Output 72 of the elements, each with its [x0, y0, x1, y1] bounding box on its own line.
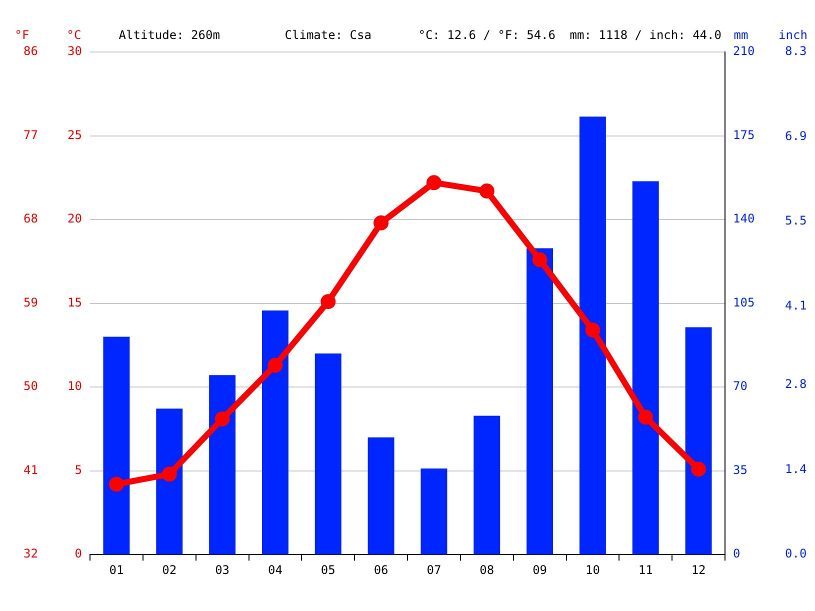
point — [479, 184, 494, 199]
y2-tick-label: 175 — [733, 128, 755, 142]
y2-tick-label: 35 — [733, 462, 748, 477]
bar — [685, 327, 712, 555]
x-tick-label: 12 — [691, 562, 706, 577]
x-tick-label: 08 — [480, 562, 494, 577]
text: °F — [14, 28, 30, 42]
x-tick-label: 06 — [374, 562, 388, 577]
y2-tick-label: 210 — [733, 44, 755, 58]
x-tick-label: 07 — [426, 562, 442, 577]
y3-tick-label: 4.1 — [785, 298, 807, 312]
text: Altitude: 260m — [118, 28, 220, 42]
y3-tick-label: 6.9 — [785, 128, 807, 143]
y3-tick-label: 1.4 — [785, 462, 807, 476]
bar — [262, 310, 288, 555]
point — [214, 411, 230, 426]
y-tick-label: 0 — [74, 546, 82, 561]
text: mm: 1118 / inch: 44.0 — [570, 28, 722, 42]
text: Climate: Csa — [284, 28, 372, 42]
text: 68 — [24, 212, 38, 226]
x-tick-label: 09 — [532, 562, 548, 577]
y2-tick-label: 140 — [733, 212, 755, 226]
point — [532, 252, 548, 268]
y2-tick-label: 70 — [733, 379, 748, 394]
bar — [579, 116, 606, 555]
point — [691, 462, 706, 477]
bar — [474, 416, 500, 555]
x-tick-label: 05 — [320, 562, 336, 577]
point — [108, 476, 124, 492]
y-tick-label: 10 — [68, 379, 82, 394]
text: 41 — [24, 462, 38, 477]
point — [268, 358, 283, 373]
text: 77 — [24, 128, 38, 142]
y-tick-label: 20 — [68, 212, 82, 226]
bar — [632, 181, 659, 555]
y-tick-label: 25 — [68, 128, 82, 142]
text: 32 — [24, 546, 38, 561]
x-tick-label: 11 — [638, 562, 653, 577]
text: 86 — [24, 44, 38, 58]
bar — [368, 437, 394, 555]
bar — [103, 336, 130, 555]
y-axis-title: °C — [66, 28, 82, 42]
point — [426, 175, 442, 190]
y-tick-label: 30 — [68, 44, 82, 58]
point — [638, 410, 654, 425]
x-tick-label: 03 — [215, 562, 230, 577]
point — [320, 294, 336, 310]
y3-tick-label: 2.8 — [785, 377, 807, 392]
y2-axis-title: mm — [734, 28, 748, 42]
bar — [314, 354, 342, 555]
point — [162, 466, 177, 482]
y3-tick-label: 0.0 — [785, 546, 807, 561]
point — [374, 215, 389, 230]
x-tick-label: 02 — [162, 562, 177, 577]
x-tick-label: 01 — [109, 562, 124, 577]
bar — [420, 468, 448, 555]
text: 59 — [24, 295, 38, 310]
bar — [209, 375, 236, 555]
x-tick-label: 10 — [585, 562, 600, 577]
x-tick-label: 04 — [268, 562, 282, 577]
bar — [526, 248, 554, 555]
y2-tick-label: 105 — [733, 295, 755, 310]
y-tick-label: 15 — [68, 295, 82, 310]
y2-tick-label: 0 — [733, 546, 740, 561]
y-tick-label: 5 — [74, 462, 82, 477]
point — [585, 322, 600, 338]
y3-tick-label: 8.3 — [785, 44, 807, 58]
y3-tick-label: 5.5 — [785, 214, 807, 228]
bar — [156, 408, 183, 555]
text: °C: 12.6 / °F: 54.6 — [418, 28, 556, 42]
text: 50 — [24, 379, 38, 394]
y3-axis-title: inch — [778, 28, 808, 42]
